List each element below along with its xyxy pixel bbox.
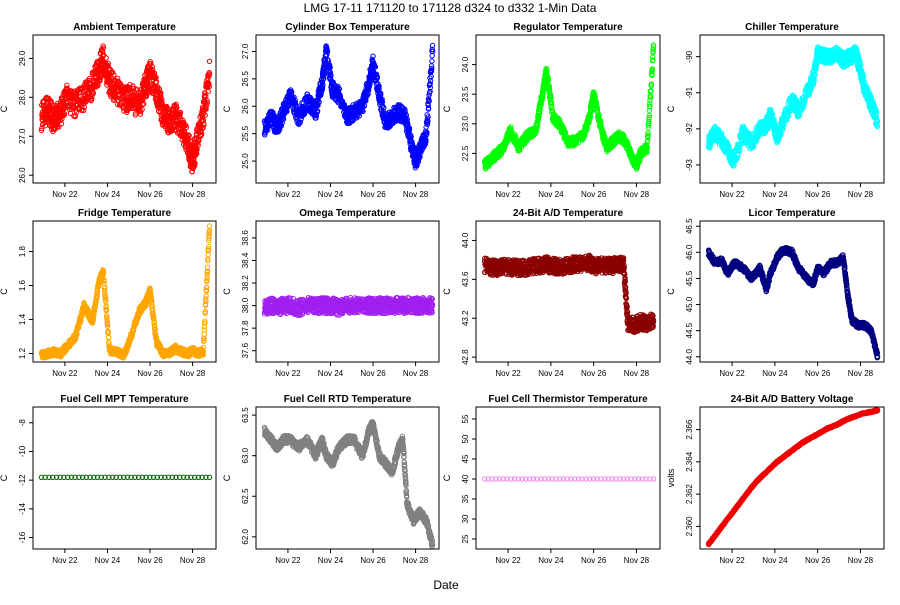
x-tick-label: Nov 28 (848, 190, 874, 199)
x-tick-label: Nov 22 (52, 190, 78, 199)
figure-x-axis-label: Date (433, 578, 459, 592)
y-tick-label: -91 (685, 86, 694, 98)
y-tick-label: 24.0 (461, 56, 470, 72)
data-points (39, 224, 212, 360)
data-points (39, 44, 212, 174)
panel-ambient-temperature: Ambient Temperature C 26.0 27.0 28.0 29.0 Nov … (0, 22, 216, 199)
x-tick-label: Nov 26 (360, 190, 386, 199)
data-point (430, 59, 434, 63)
y-tick-label: 27.0 (18, 128, 27, 144)
x-tick-label: Nov 24 (762, 190, 788, 199)
y-tick-label: 26.0 (241, 98, 250, 114)
x-tick-label: Nov 24 (318, 190, 344, 199)
data-point (207, 59, 211, 63)
x-tick-label: Nov 28 (403, 190, 429, 199)
y-tick-label: 25.5 (241, 125, 250, 141)
panel-title: Ambient Temperature (73, 22, 176, 33)
y-tick-label: 23.5 (461, 86, 470, 102)
panel-title: Chiller Temperature (745, 22, 839, 33)
y-tick-label: 27.0 (241, 43, 250, 59)
panel-chiller-temperature: Chiller Temperature C -93 -92 -91 -90 Nov 22 No… (666, 22, 884, 199)
x-tick-label: Nov 22 (275, 190, 301, 199)
x-tick-label: Nov 22 (495, 190, 521, 199)
y-axis-label: C (222, 105, 232, 112)
x-tick-label: Nov 24 (95, 190, 121, 199)
data-points (482, 43, 655, 172)
x-tick-label: Nov 26 (581, 190, 607, 199)
x-tick-label: Nov 28 (624, 190, 650, 199)
y-tick-label: 28.0 (18, 89, 27, 105)
x-tick-label: Nov 22 (719, 190, 745, 199)
x-tick-label: Nov 24 (538, 190, 564, 199)
y-axis-label: C (0, 105, 9, 112)
x-tick-label: Nov 26 (805, 190, 831, 199)
y-tick-label: 26.5 (241, 71, 250, 87)
y-tick-label: -92 (685, 123, 694, 135)
y-tick-label: 23.0 (461, 115, 470, 131)
figure-title: LMG 17-11 171120 to 171128 d324 to d332 … (304, 1, 597, 15)
data-points (706, 45, 879, 168)
panel-title: Regulator Temperature (513, 22, 623, 33)
y-tick-label: 22.5 (461, 145, 470, 161)
y-tick-label: -93 (685, 159, 694, 171)
data-points (262, 43, 435, 170)
data-point (646, 126, 650, 130)
data-point (430, 54, 434, 58)
y-tick-label: -90 (685, 50, 694, 62)
y-tick-label: 25.0 (241, 153, 250, 169)
panel-cylinder-box-temperature: Cylinder Box Temperature C 25.0 25.5 26.0 26.… (222, 22, 439, 199)
y-axis-label: C (442, 105, 452, 112)
y-tick-label: 26.0 (18, 167, 27, 183)
x-tick-label: Nov 26 (137, 190, 163, 199)
x-tick-label: Nov 28 (180, 190, 206, 199)
y-axis-label: C (666, 105, 676, 112)
panel-regulator-temperature: Regulator Temperature C 22.5 23.0 23.5 24.0 No… (442, 22, 660, 199)
y-tick-label: 29.0 (18, 50, 27, 66)
panel-title: Cylinder Box Temperature (285, 22, 410, 33)
